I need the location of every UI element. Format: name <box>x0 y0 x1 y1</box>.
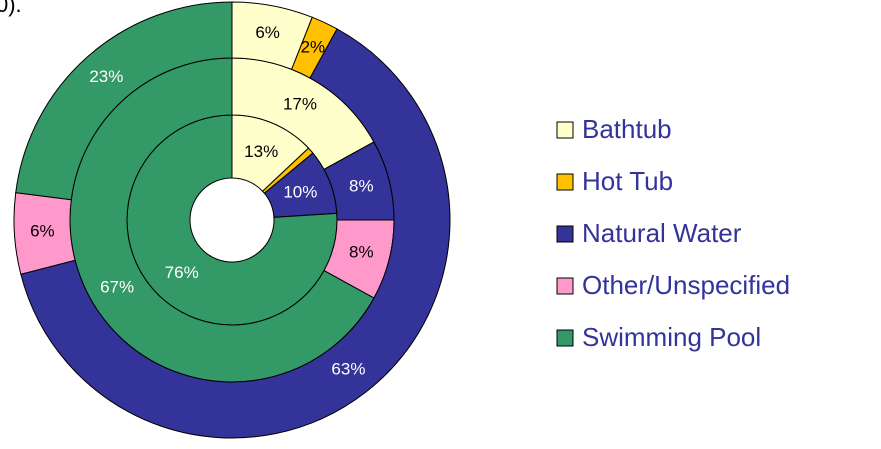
value-label: 6% <box>30 221 55 240</box>
value-label: 8% <box>349 243 374 262</box>
legend-swatch <box>556 173 574 191</box>
legend-swatch <box>556 277 574 295</box>
value-label: 13% <box>244 142 278 161</box>
value-label: 17% <box>283 95 317 114</box>
value-label: 63% <box>331 360 365 379</box>
legend-swatch <box>556 121 574 139</box>
donut-segment <box>20 28 451 439</box>
value-label: 6% <box>255 23 280 42</box>
value-label: 76% <box>165 263 199 282</box>
value-label: 8% <box>349 176 374 195</box>
legend-label: Hot Tub <box>582 166 673 196</box>
value-label: 67% <box>100 277 134 296</box>
value-label: 23% <box>89 67 123 86</box>
legend-swatch <box>556 329 574 347</box>
legend-label: Natural Water <box>582 218 742 248</box>
legend-label: Bathtub <box>582 114 672 144</box>
legend-label: Swimming Pool <box>582 322 761 352</box>
chart-title: 0). <box>0 0 22 17</box>
donut-segment <box>15 1 233 201</box>
value-label: 2% <box>301 38 326 57</box>
value-label: 10% <box>283 182 317 201</box>
legend-swatch <box>556 225 574 243</box>
legend-label: Other/Unspecified <box>582 270 790 300</box>
